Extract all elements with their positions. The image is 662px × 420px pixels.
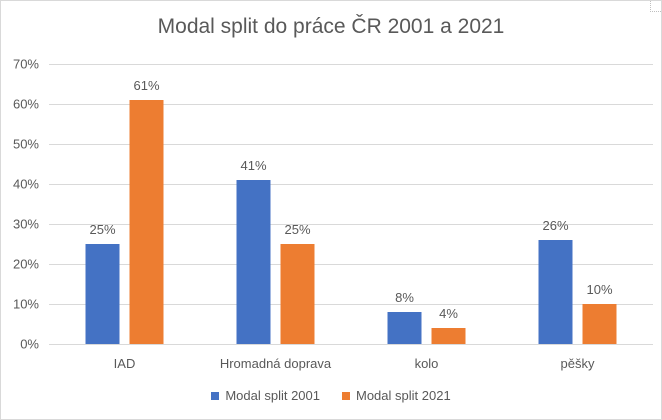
bar-iad-2021[interactable] (129, 100, 164, 344)
y-axis-ticks: 0% 10% 20% 30% 40% 50% 60% 70% (13, 57, 39, 352)
data-label: 4% (439, 306, 458, 321)
legend-label-2001: Modal split 2001 (225, 388, 320, 403)
data-label: 10% (586, 282, 612, 297)
bar-pesky-2001[interactable] (538, 240, 573, 344)
x-tick-label: Hromadná doprava (220, 356, 332, 371)
bar-kolo-2001[interactable] (387, 312, 422, 344)
y-tick-label: 30% (13, 217, 39, 232)
y-tick-label: 10% (13, 297, 39, 312)
bar-pesky-2021[interactable] (582, 304, 617, 344)
x-tick-label: kolo (415, 356, 439, 371)
y-tick-label: 60% (13, 97, 39, 112)
data-label: 8% (395, 290, 414, 305)
resize-handle[interactable] (650, 1, 661, 12)
data-label: 26% (542, 218, 568, 233)
legend: Modal split 2001 Modal split 2021 (1, 388, 661, 403)
chart-title: Modal split do práce ČR 2001 a 2021 (157, 15, 505, 38)
y-tick-label: 0% (20, 337, 39, 352)
bar-hromadna-doprava-2021[interactable] (280, 244, 315, 344)
data-label: 41% (240, 158, 266, 173)
y-tick-label: 70% (13, 57, 39, 72)
legend-entry-2021: Modal split 2021 (342, 388, 451, 403)
bar-iad-2001[interactable] (85, 244, 120, 344)
x-axis-ticks: IAD Hromadná doprava kolo pěšky (114, 356, 595, 371)
data-label: 25% (89, 222, 115, 237)
legend-swatch-2021 (342, 391, 350, 400)
bar-hromadna-doprava-2001[interactable] (236, 180, 271, 344)
legend-entry-2001: Modal split 2001 (211, 388, 320, 403)
bar-kolo-2021[interactable] (431, 328, 466, 344)
bars (85, 100, 617, 344)
legend-label-2021: Modal split 2021 (356, 388, 451, 403)
x-tick-label: pěšky (561, 356, 595, 371)
y-tick-label: 20% (13, 257, 39, 272)
y-tick-label: 50% (13, 137, 39, 152)
y-tick-label: 40% (13, 177, 39, 192)
legend-swatch-2001 (211, 391, 220, 400)
data-label: 25% (284, 222, 310, 237)
data-label: 61% (133, 78, 159, 93)
x-tick-label: IAD (114, 356, 136, 371)
data-labels: 25% 61% 41% 25% 8% 4% 26% 10% (89, 78, 612, 321)
